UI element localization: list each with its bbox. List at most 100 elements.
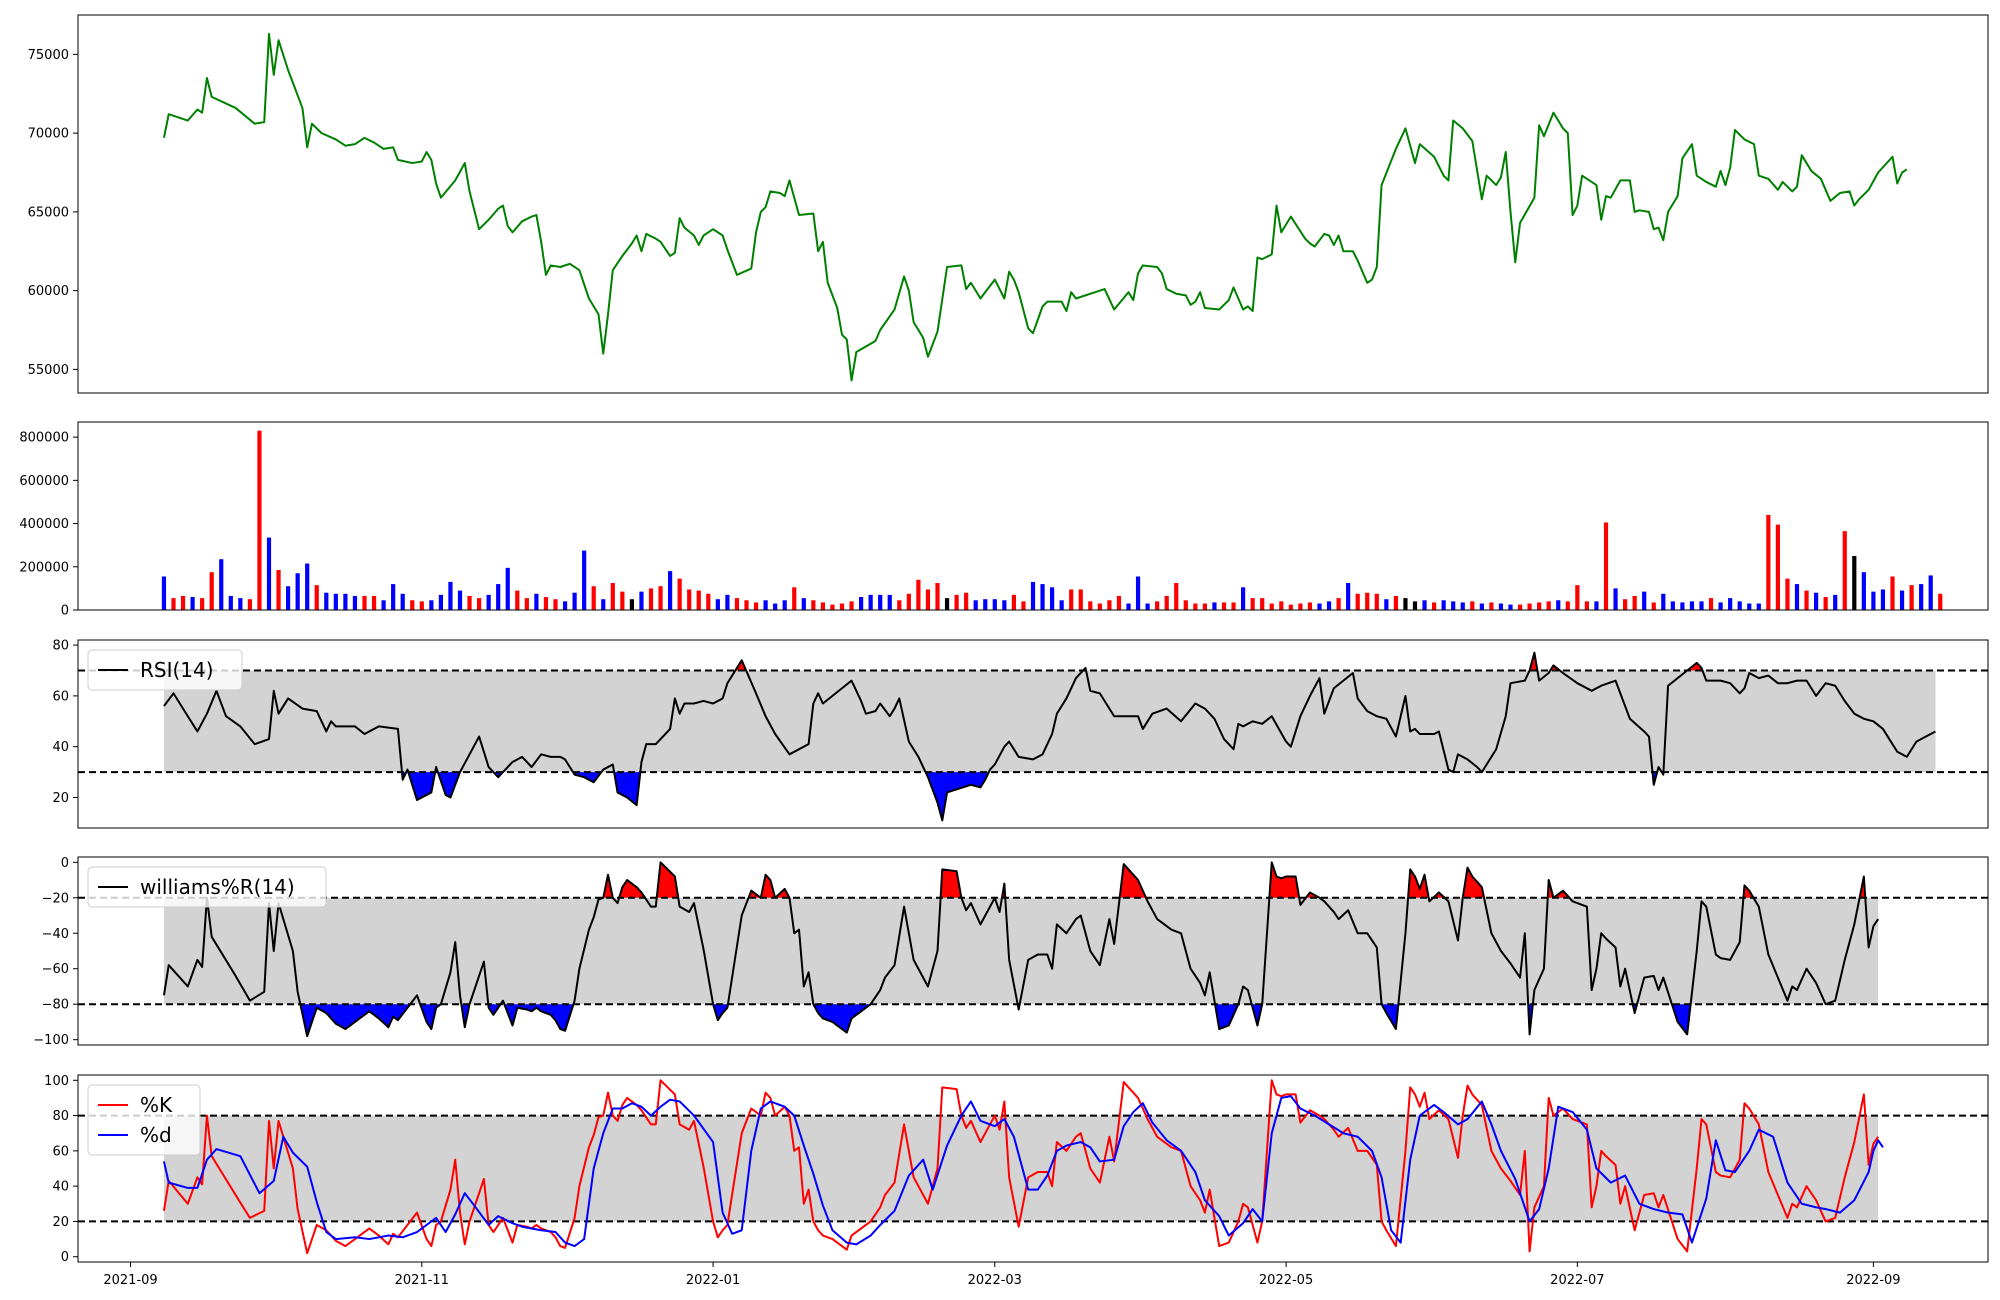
volume-bar (1756, 603, 1761, 610)
volume-bar (1670, 601, 1675, 610)
volume-bar (811, 600, 816, 610)
volume-bar (1451, 601, 1456, 610)
volume-panel: 0 200000 400000 600000 800000 (19, 421, 1989, 619)
volume-bar (1603, 522, 1609, 610)
williams-overbought-fill (940, 869, 962, 898)
volume-bar (200, 598, 205, 610)
williams-oversold-fill (813, 1004, 871, 1033)
volume-bar (1260, 598, 1265, 610)
williams-r-panel: −100 −80 −60 −40 −20 0 williams%R(14) (33, 856, 1989, 1048)
price-ytick-label: 75000 (28, 48, 69, 63)
volume-bar (820, 602, 825, 610)
volume-bar (582, 550, 587, 610)
volume-bar (601, 599, 606, 610)
volume-ytick-label: 600000 (19, 474, 69, 489)
volume-bar (734, 598, 740, 610)
volume-bar (1498, 603, 1504, 610)
volume-bar (314, 585, 319, 610)
volume-bar (1928, 575, 1933, 610)
volume-bar (897, 600, 902, 610)
volume-bar (1432, 602, 1437, 610)
williams-legend: williams%R(14) (87, 866, 327, 908)
volume-bar (1775, 524, 1780, 610)
volume-bar (171, 598, 176, 610)
volume-bar (371, 595, 377, 610)
volume-bar (505, 567, 510, 610)
volume-bar (1508, 604, 1513, 610)
volume-bar (1193, 603, 1198, 610)
volume-bar (1632, 595, 1637, 610)
price-ytick-label: 70000 (28, 127, 69, 142)
volume-bar (1517, 604, 1523, 610)
stochastic-legend-label: %K (140, 1093, 173, 1117)
volume-bar (1804, 590, 1809, 610)
volume-bar (983, 599, 988, 610)
price-ytick-label: 65000 (28, 205, 69, 220)
volume-bar (1890, 576, 1895, 610)
volume-bar (1164, 595, 1169, 610)
volume-bar (1747, 603, 1752, 610)
xtick-label: 2021-11 (395, 1273, 449, 1288)
volume-bar (1250, 598, 1255, 610)
stochastic-line-pct-d (162, 1095, 1884, 1248)
rsi-oversold-fill (614, 772, 641, 806)
volume-bar (1651, 602, 1656, 610)
rsi-frame (77, 639, 1989, 829)
volume-bar (1336, 598, 1341, 610)
volume-bar (763, 600, 768, 610)
volume-bar (266, 537, 272, 610)
volume-bar (1479, 603, 1484, 610)
volume-bar (295, 573, 300, 610)
volume-bar (1403, 598, 1408, 610)
volume-bar (1002, 600, 1007, 610)
stochastic-frame (77, 1074, 1989, 1263)
date-axis: 2021-09 2021-11 2022-01 2022-03 2022-05 2022-… (103, 1262, 1901, 1288)
volume-bar (629, 599, 634, 610)
volume-bar (1393, 595, 1398, 610)
williams-overbought-fill (1119, 864, 1147, 898)
volume-bar (696, 590, 701, 610)
volume-bar (1107, 600, 1112, 610)
volume-bar (706, 593, 711, 610)
rsi-ytick-label: 80 (52, 639, 69, 654)
volume-bar (906, 593, 911, 610)
volume-bar (257, 430, 262, 610)
volume-bar (1050, 587, 1055, 610)
volume-bar (209, 572, 214, 610)
williams-ytick-label: −40 (42, 927, 69, 942)
volume-bar (1355, 593, 1360, 610)
volume-bar (1575, 585, 1580, 610)
volume-bar (677, 578, 682, 610)
stochastic-ytick-label: 60 (52, 1144, 69, 1159)
stochastic-legend: %K %d (87, 1084, 201, 1156)
volume-bar (1546, 601, 1551, 610)
volume-bar (286, 586, 291, 610)
volume-bar (1623, 599, 1628, 610)
volume-bar (1069, 589, 1074, 610)
volume-bar (228, 595, 233, 610)
volume-bar (839, 603, 845, 610)
volume-bar (1346, 582, 1351, 610)
williams-line-main (162, 861, 1879, 1038)
volume-bar (438, 594, 443, 610)
volume-bar (1116, 595, 1122, 610)
volume-bar (247, 599, 252, 610)
rsi-panel: 20 40 60 80 RSI(14) (52, 639, 1989, 829)
stochastic-ytick-label: 100 (44, 1074, 69, 1089)
williams-oversold-fill (504, 1004, 574, 1031)
volume-bar (1833, 594, 1838, 610)
volume-bar (477, 598, 482, 610)
volume-bar (543, 597, 549, 610)
volume-bar (448, 581, 453, 610)
volume-bar (333, 593, 338, 610)
stochastic-panel: 0 20 40 60 80 100 %K %d (44, 1074, 1989, 1265)
volume-bar (1183, 600, 1188, 610)
volume-bar (1269, 603, 1274, 610)
rsi-ytick-label: 40 (52, 740, 69, 755)
williams-overbought-fill (603, 874, 613, 898)
volume-bar (773, 603, 778, 610)
williams-ytick-label: 0 (61, 856, 69, 871)
volume-bar (620, 591, 625, 610)
williams-band (163, 897, 1879, 1005)
rsi-ytick-label: 60 (52, 689, 69, 704)
